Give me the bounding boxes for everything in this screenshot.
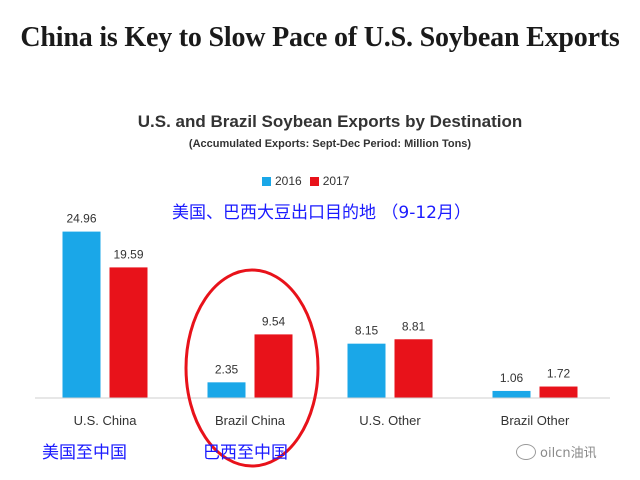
- headline: China is Key to Slow Pace of U.S. Soybea…: [20, 22, 620, 53]
- chat-bubble-icon: [516, 443, 536, 460]
- legend-item-2016: 2016: [262, 174, 302, 188]
- annotation-us-china: 美国至中国: [42, 443, 127, 463]
- chart-subtitle: (Accumulated Exports: Sept-Dec Period: M…: [188, 138, 472, 150]
- legend: 2016 2017: [262, 173, 349, 189]
- bar-u-s-china-2017: [109, 267, 148, 398]
- x-tick-label-brazil-china: Brazil China: [215, 413, 286, 428]
- data-label-u-s-other-2017: 8.81: [402, 319, 426, 333]
- data-label-brazil-china-2016: 2.35: [215, 362, 239, 376]
- data-label-u-s-other-2016: 8.15: [355, 324, 379, 338]
- bar-brazil-other-2016: [492, 390, 531, 398]
- bar-brazil-other-2017: [539, 386, 578, 398]
- data-label-brazil-other-2016: 1.06: [500, 371, 524, 385]
- bar-brazil-china-2017: [254, 334, 293, 398]
- legend-label-2016: 2016: [275, 174, 302, 188]
- data-label-brazil-china-2017: 9.54: [262, 314, 286, 328]
- bar-u-s-other-2017: [394, 339, 433, 398]
- data-label-u-s-china-2017: 19.59: [113, 247, 143, 261]
- x-tick-label-u-s-china: U.S. China: [74, 413, 138, 428]
- bar-u-s-other-2016: [347, 343, 386, 398]
- bar-brazil-china-2016: [207, 382, 246, 398]
- legend-item-2017: 2017: [309, 174, 350, 188]
- annotation-brazil-china: 巴西至中国: [203, 443, 288, 463]
- legend-label-2017: 2017: [322, 174, 350, 188]
- watermark: oilcn油讯: [516, 442, 597, 461]
- legend-swatch-2016: [262, 176, 271, 186]
- data-label-u-s-china-2016: 24.96: [66, 212, 96, 226]
- bar-u-s-china-2016: [62, 231, 101, 398]
- data-label-brazil-other-2017: 1.72: [547, 367, 571, 381]
- highlight-circle: [184, 268, 320, 468]
- chart-title: U.S. and Brazil Soybean Exports by Desti…: [137, 112, 523, 131]
- watermark-text: oilcn油讯: [540, 446, 597, 461]
- x-tick-label-brazil-other: Brazil Other: [501, 413, 570, 428]
- annotation-chinese-title: 美国、巴西大豆出口目的地 （9-12月）: [172, 203, 471, 223]
- x-tick-label-u-s-other: U.S. Other: [359, 413, 421, 428]
- legend-swatch-2017: [309, 176, 319, 186]
